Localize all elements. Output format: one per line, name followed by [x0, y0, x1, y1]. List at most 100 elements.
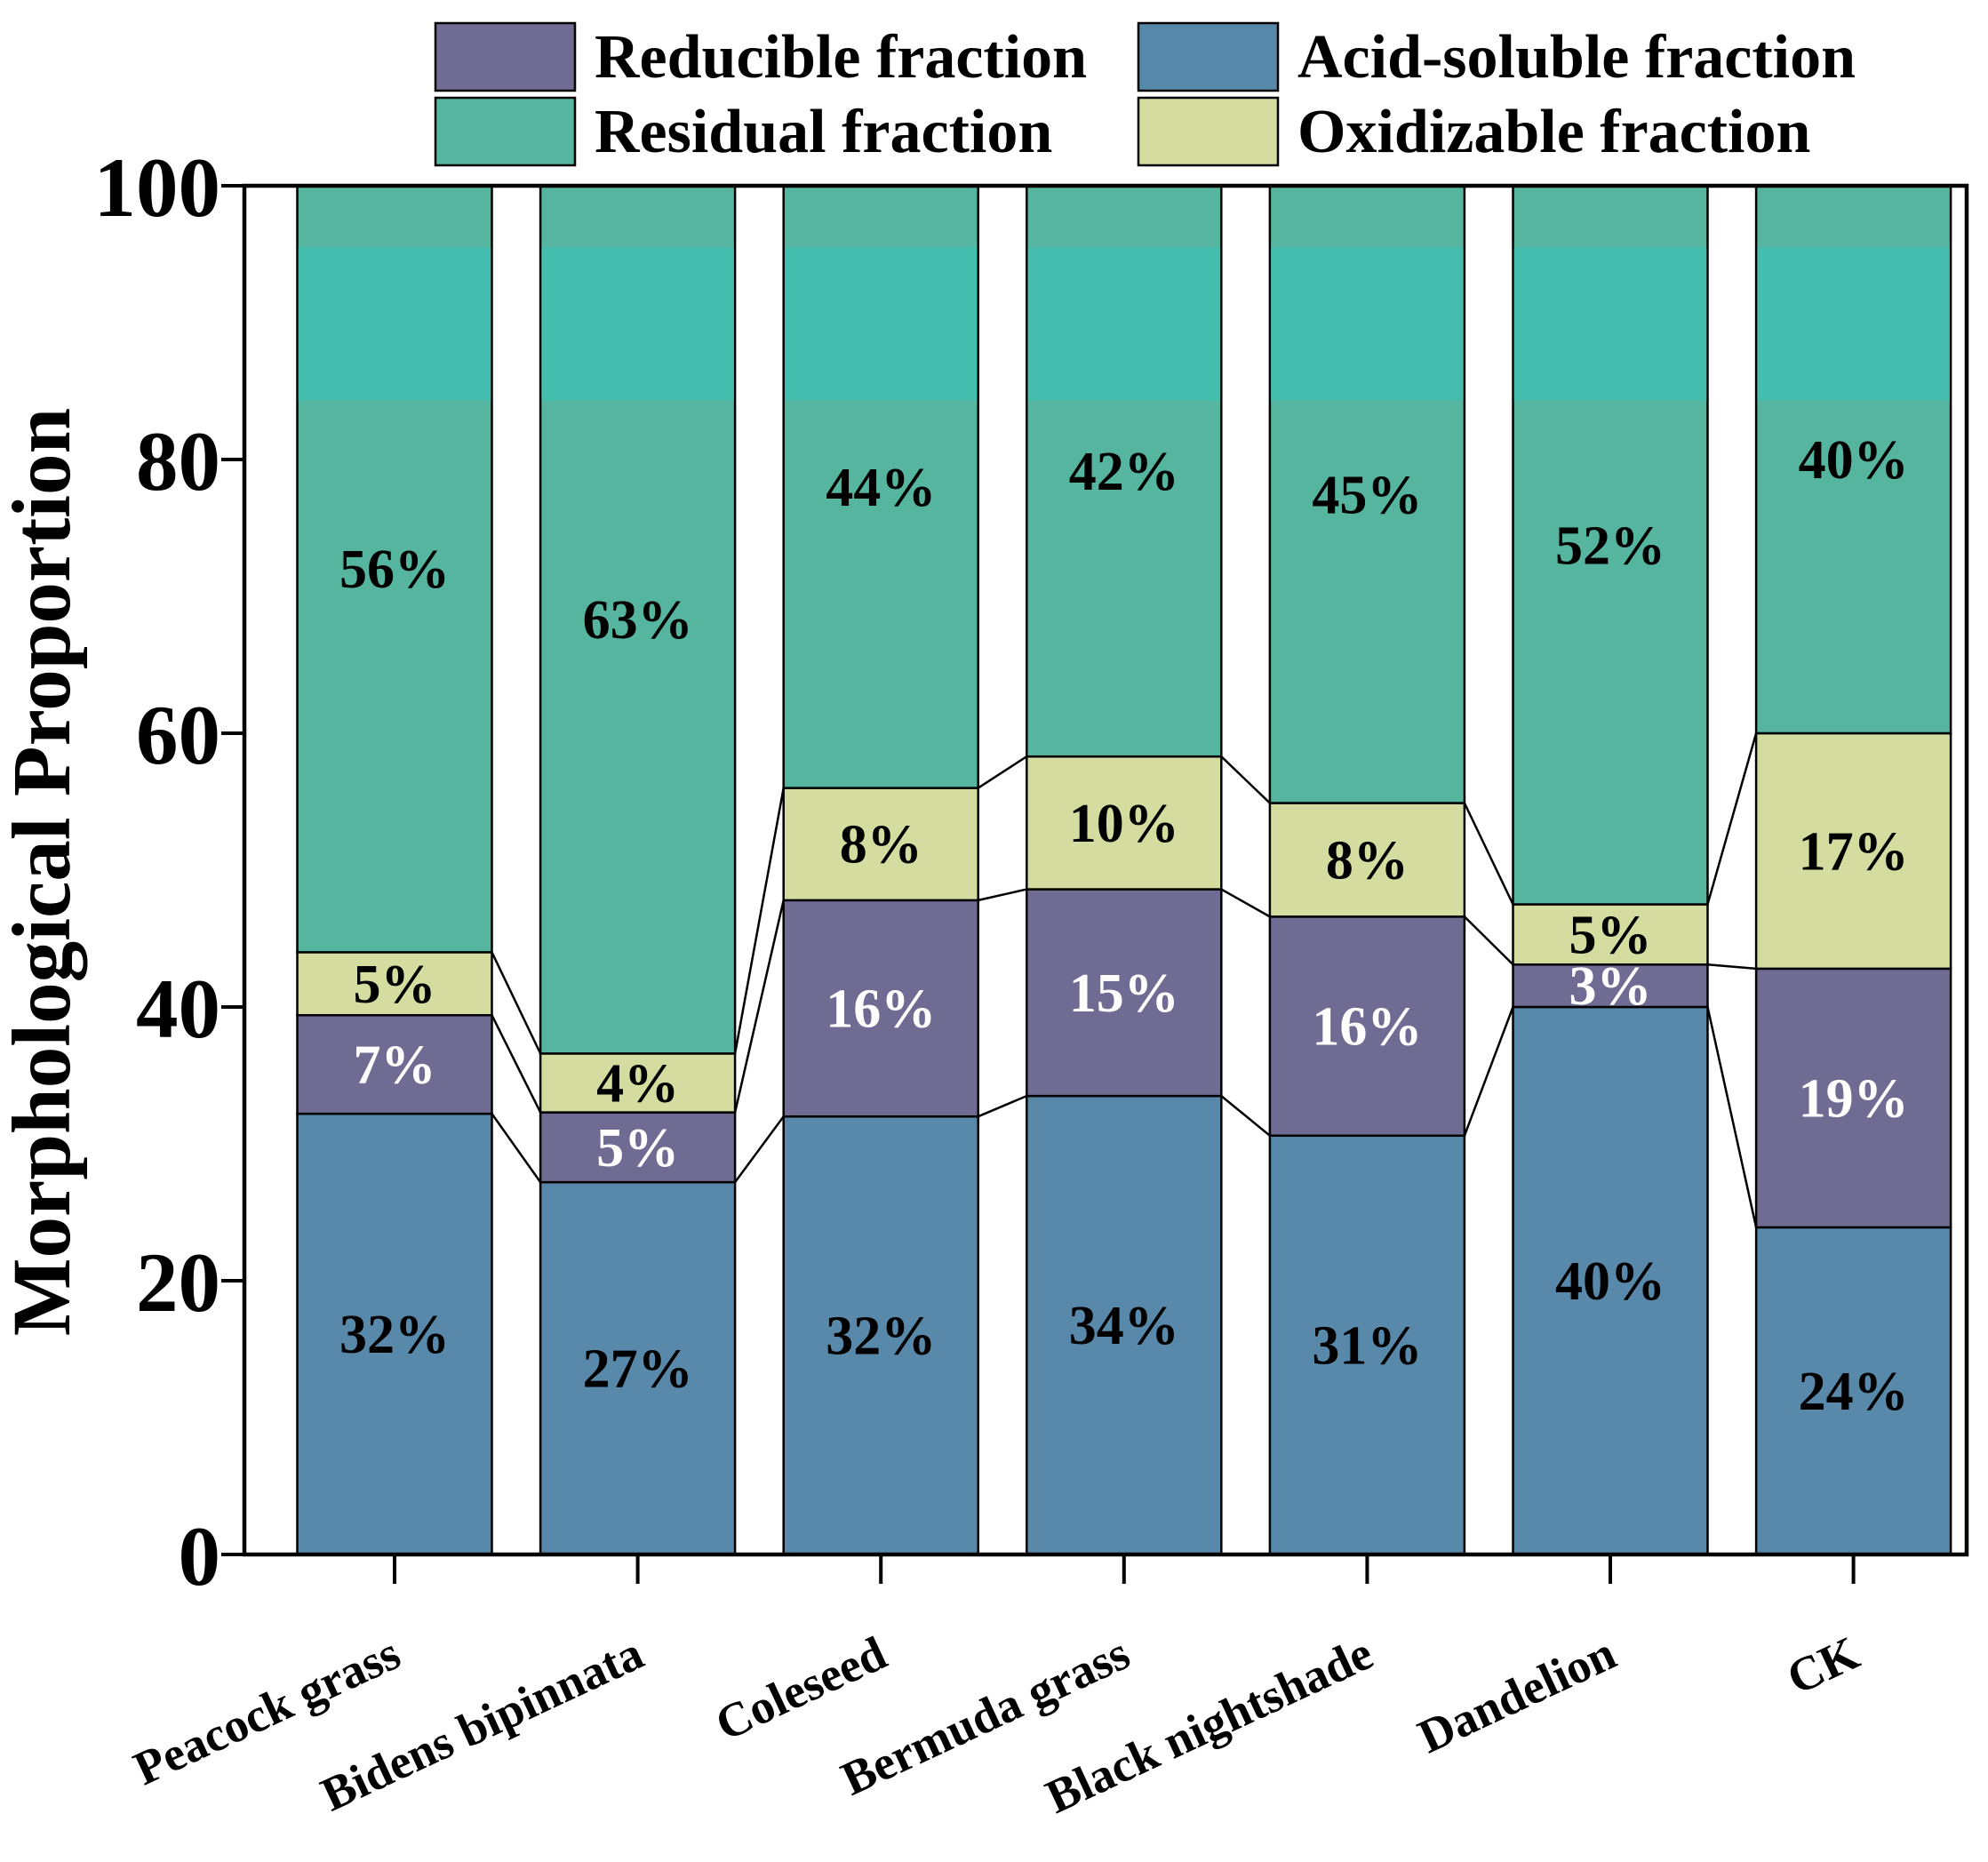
data-label: 45% [1312, 465, 1422, 525]
bar-segment [1512, 1005, 1709, 1556]
connector-line [733, 787, 785, 1054]
legend-label: Acid-soluble fraction [1297, 23, 1856, 92]
data-label: 63% [583, 590, 693, 651]
legend-label: Oxidizable fraction [1297, 98, 1810, 166]
y-tick-label: 20 [136, 1235, 220, 1330]
bar-stack-3 [1026, 184, 1223, 1556]
plot-frame [242, 183, 1969, 1557]
data-label: 32% [826, 1307, 936, 1367]
x-tick-label: Coleseed [707, 1626, 894, 1751]
connector-line [1464, 915, 1514, 966]
bar-segment [1268, 802, 1466, 918]
bar-segment [1512, 903, 1709, 966]
legend-swatch [1137, 21, 1280, 92]
legend: Reducible fraction Acid-soluble fraction R… [434, 21, 1856, 167]
bar-segment [782, 899, 979, 1118]
bar-highlight-band [541, 247, 734, 401]
y-axis-title: Morphological Proportion [0, 408, 88, 1336]
connector-line [1707, 963, 1757, 971]
bar-segment [1268, 1134, 1466, 1556]
data-label: 31% [1312, 1315, 1422, 1376]
connector-line [1706, 1006, 1758, 1228]
bar-highlight-band [1513, 247, 1707, 401]
bar-stack-0 [296, 184, 493, 1556]
connector-line [734, 1115, 785, 1183]
bar-segment [1268, 915, 1466, 1138]
data-label: 19% [1799, 1068, 1909, 1129]
connector-line [1463, 802, 1514, 906]
data-label: 34% [1069, 1296, 1179, 1356]
bar-highlight-band [298, 247, 491, 401]
connector-line [1463, 1006, 1514, 1137]
y-axis: 0 20 40 60 80 100 [94, 140, 244, 1603]
connector-line [491, 1014, 542, 1114]
data-label: 44% [826, 458, 936, 518]
data-label: 42% [1069, 442, 1179, 502]
connector-line [978, 755, 1027, 789]
data-label: 5% [354, 955, 436, 1015]
bar-segment [539, 1111, 737, 1184]
y-tick-label: 100 [94, 140, 221, 235]
data-label: 7% [354, 1035, 436, 1096]
legend-item: Acid-soluble fraction [1137, 21, 1856, 92]
bar-highlight-band [1271, 247, 1464, 401]
bar-segment [1754, 967, 1952, 1229]
data-label: 24% [1799, 1362, 1909, 1422]
connector-line [491, 951, 542, 1054]
y-tick-label: 60 [136, 688, 220, 782]
data-label: 4% [596, 1053, 679, 1114]
data-label: 10% [1069, 794, 1179, 854]
bar-segment [296, 1112, 493, 1556]
connector-line [733, 899, 785, 1113]
bar-stack-1 [539, 184, 737, 1556]
data-label: 56% [339, 539, 450, 600]
bar-stack-6 [1754, 184, 1952, 1556]
data-labels: 32%7%5%56%27%5%4%63%32%16%8%44%34%15%10%… [339, 430, 1909, 1422]
data-label: 8% [1326, 830, 1409, 891]
legend-label: Reducible fraction [595, 23, 1087, 92]
connector-line [978, 1094, 1027, 1118]
connector-line [1220, 755, 1271, 804]
connector-line [491, 1113, 542, 1183]
y-tick-label: 0 [179, 1509, 221, 1603]
legend-swatch [434, 21, 577, 92]
bar-highlight-band [1027, 247, 1220, 401]
data-label: 16% [1312, 997, 1422, 1058]
legend-item: Reducible fraction [434, 21, 1087, 92]
bar-stack-4 [1268, 184, 1466, 1556]
bar-segment [296, 1013, 493, 1115]
legend-item: Oxidizable fraction [1137, 96, 1810, 167]
legend-label: Residual fraction [595, 98, 1052, 166]
data-label: 5% [596, 1118, 679, 1179]
data-label: 40% [1799, 430, 1909, 491]
data-label: 16% [826, 979, 936, 1040]
legend-item: Residual fraction [434, 96, 1052, 167]
connector-line [1220, 1095, 1271, 1137]
connector-line [1706, 732, 1758, 905]
bar-segment [539, 1052, 737, 1114]
connector-lines [491, 732, 1758, 1228]
bar-segment [1026, 1094, 1223, 1556]
data-label: 27% [583, 1339, 693, 1400]
x-tick-label: Dandelion [1410, 1626, 1624, 1763]
data-label: 52% [1555, 515, 1665, 576]
bar-segment [1754, 731, 1952, 971]
bar-highlight-band [1757, 247, 1950, 401]
bar-segment [1512, 963, 1709, 1009]
bars [296, 184, 1952, 1556]
data-label: 3% [1569, 956, 1652, 1017]
legend-swatch [434, 96, 577, 167]
data-label: 40% [1555, 1251, 1665, 1312]
bar-segment [1026, 888, 1223, 1098]
y-tick-label: 40 [136, 962, 220, 1056]
bar-stack-5 [1512, 184, 1709, 1556]
data-label: 5% [1569, 905, 1652, 965]
legend-swatch [1137, 96, 1280, 167]
x-tick-label: CK [1779, 1626, 1867, 1705]
bar-segment [782, 787, 979, 902]
data-label: 17% [1799, 821, 1909, 882]
bar-highlight-band [785, 247, 978, 401]
